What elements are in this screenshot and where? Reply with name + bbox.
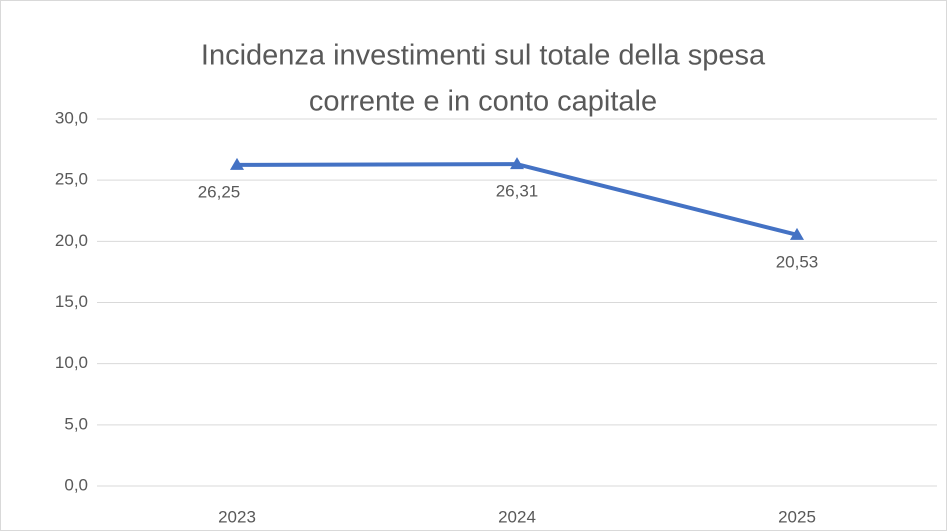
y-tick-label: 15,0 (55, 292, 88, 311)
chart-title: corrente e in conto capitale (309, 86, 657, 118)
y-tick-label: 25,0 (55, 170, 88, 189)
marker (510, 157, 524, 170)
x-tick-label: 2025 (778, 507, 816, 526)
data-label: 20,53 (776, 252, 819, 271)
y-tick-label: 10,0 (55, 353, 88, 372)
data-label: 26,31 (496, 182, 539, 201)
data-label: 26,25 (198, 182, 241, 201)
marker (230, 157, 244, 170)
y-tick-label: 5,0 (64, 414, 88, 433)
chart-title: Incidenza investimenti sul totale della … (201, 40, 766, 72)
marker (790, 227, 804, 240)
y-tick-label: 20,0 (55, 231, 88, 250)
x-tick-label: 2024 (498, 507, 536, 526)
x-tick-label: 2023 (218, 507, 256, 526)
y-tick-label: 30,0 (55, 108, 88, 127)
y-tick-label: 0,0 (64, 475, 88, 494)
